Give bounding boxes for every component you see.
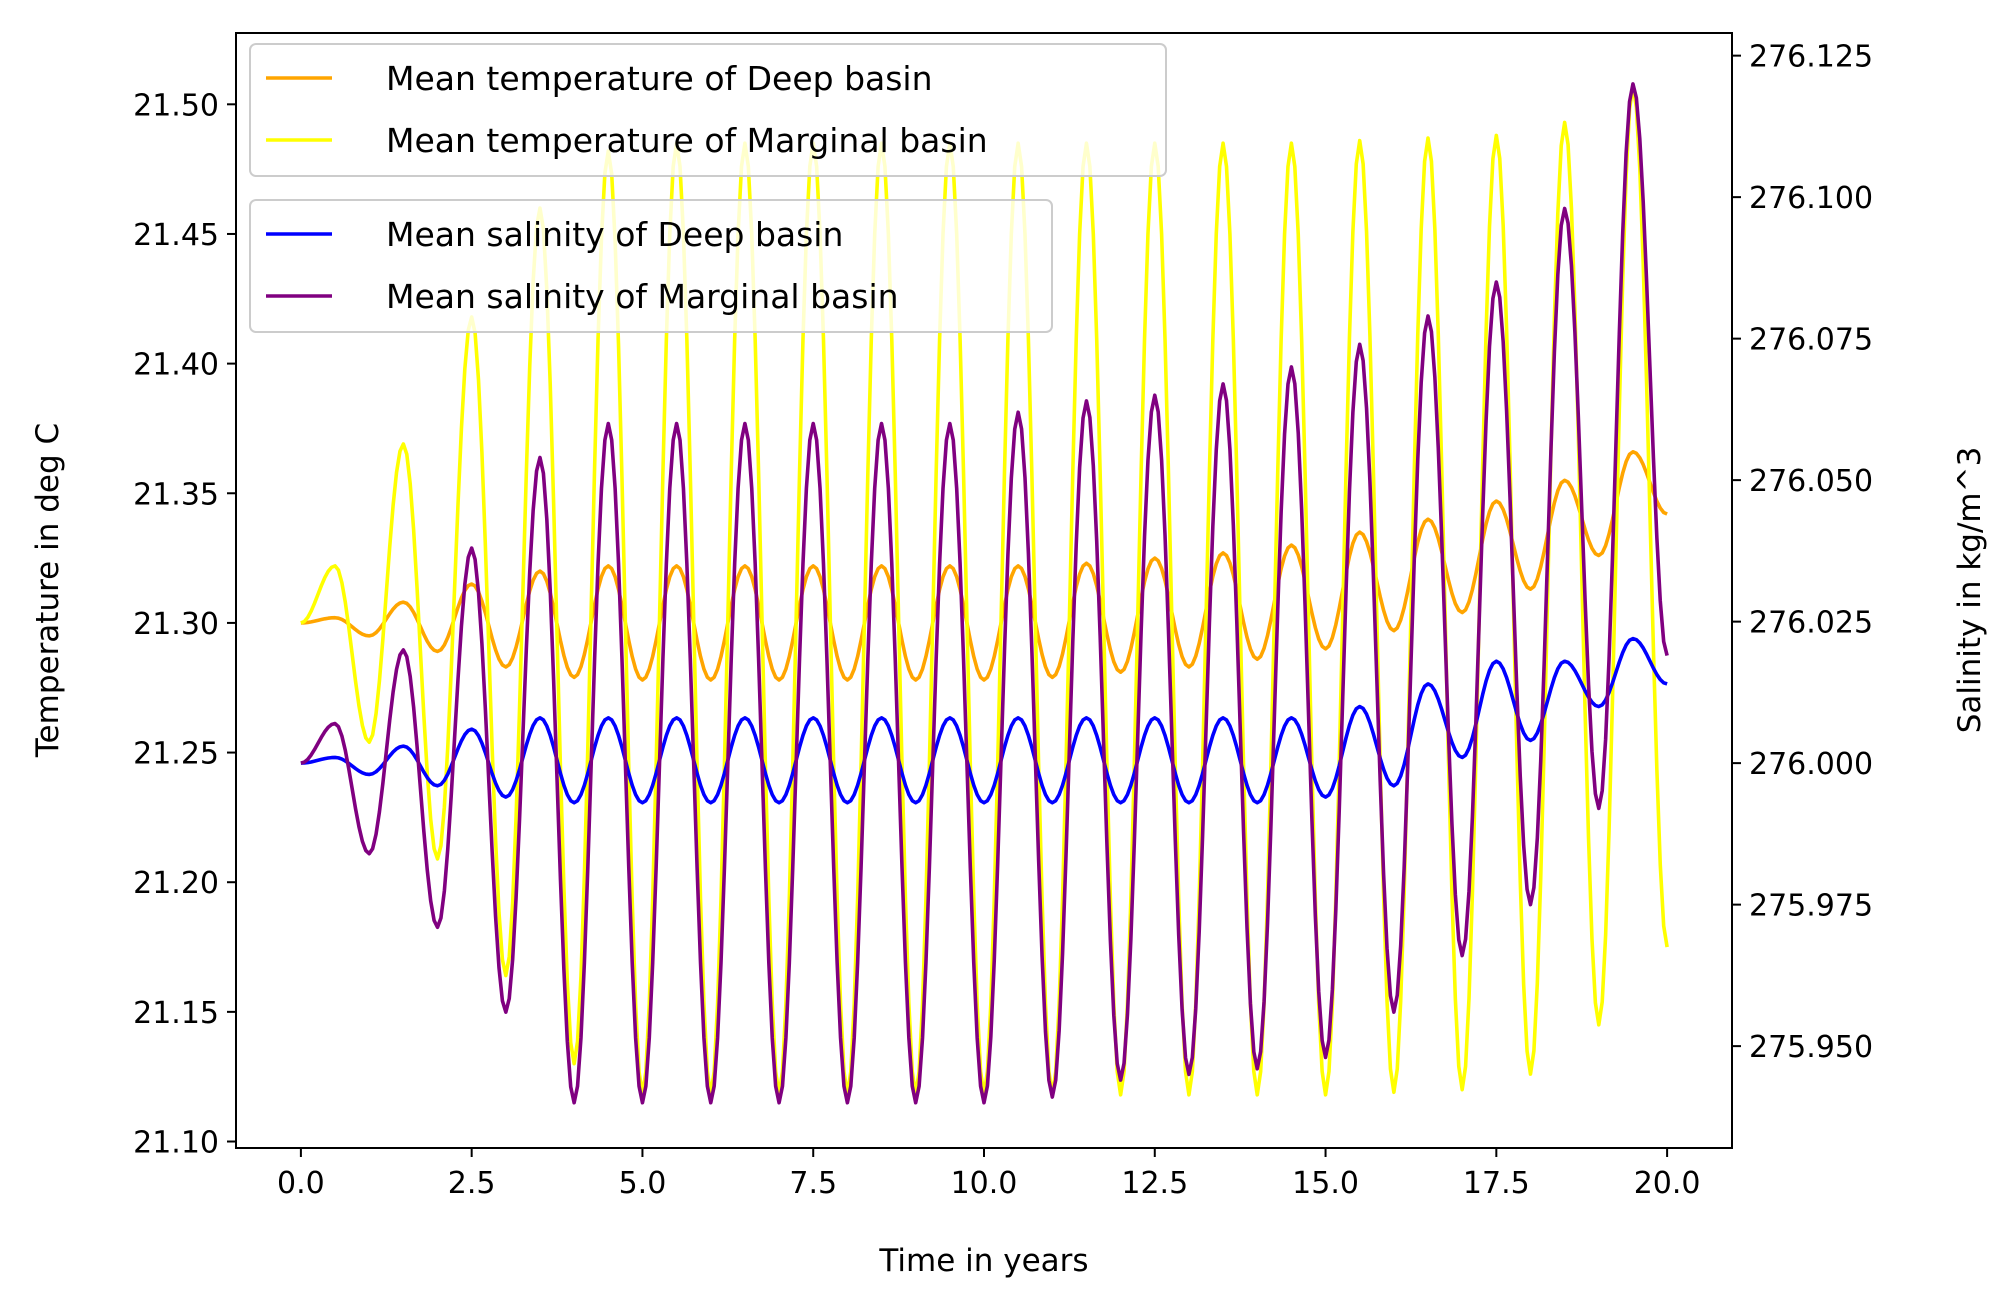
right-y-tick-label: 276.025	[1749, 606, 1873, 641]
left-y-tick-label: 21.15	[133, 996, 219, 1031]
legend-entry: Mean temperature of Marginal basin	[386, 121, 988, 160]
right-y-axis-label: Salinity in kg/m^3	[1952, 447, 1988, 734]
right-y-axis: 275.950 275.975 276.000 276.025 276.050 276.0…	[1732, 40, 1873, 1065]
x-tick-label: 20.0	[1634, 1166, 1701, 1201]
left-y-axis-label: Temperature in deg C	[30, 423, 66, 758]
x-tick-label: 17.5	[1463, 1166, 1530, 1201]
legends: Mean temperature of Deep basin Mean tempe…	[249, 43, 1167, 333]
legend-entry: Mean salinity of Deep basin	[386, 215, 843, 254]
x-tick-label: 2.5	[448, 1166, 496, 1201]
series-layer	[300, 82, 1669, 1105]
series-line-3	[300, 636, 1668, 805]
x-tick-label: 10.0	[951, 1166, 1018, 1201]
left-y-tick-label: 21.10	[133, 1126, 219, 1161]
right-y-tick-label: 276.000	[1749, 747, 1873, 782]
right-y-tick-label: 276.075	[1749, 323, 1873, 358]
x-axis-label: Time in years	[878, 1243, 1088, 1279]
x-axis: 0.0 2.5 5.0 7.5 10.0 12.5 15.0 17.5 20.0	[277, 1148, 1701, 1201]
legend-entry: Mean temperature of Deep basin	[386, 59, 933, 98]
series-line-4	[300, 82, 1669, 1105]
right-y-tick-label: 275.975	[1749, 889, 1873, 924]
x-tick-label: 7.5	[789, 1166, 837, 1201]
left-y-axis: 21.10 21.15 21.20 21.25 21.30 21.35 21.40 21.45…	[133, 88, 236, 1161]
right-y-tick-label: 276.125	[1749, 40, 1873, 75]
left-y-tick-label: 21.35	[133, 477, 219, 512]
left-y-tick-label: 21.25	[133, 737, 219, 772]
legend-box-2	[249, 199, 1053, 333]
left-y-tick-label: 21.30	[133, 607, 219, 642]
right-y-tick-label: 276.050	[1749, 464, 1873, 499]
left-y-tick-label: 21.45	[133, 218, 219, 253]
right-y-tick-label: 275.950	[1749, 1030, 1873, 1065]
legend-box-1	[249, 43, 1167, 177]
legend-entry: Mean salinity of Marginal basin	[386, 277, 899, 316]
x-tick-label: 12.5	[1121, 1166, 1188, 1201]
x-tick-label: 0.0	[277, 1166, 325, 1201]
x-tick-label: 5.0	[619, 1166, 667, 1201]
left-y-tick-label: 21.40	[133, 348, 219, 383]
x-tick-label: 15.0	[1292, 1166, 1359, 1201]
right-y-tick-label: 276.100	[1749, 181, 1873, 216]
left-y-tick-label: 21.20	[133, 866, 219, 901]
left-y-tick-label: 21.50	[133, 88, 219, 123]
